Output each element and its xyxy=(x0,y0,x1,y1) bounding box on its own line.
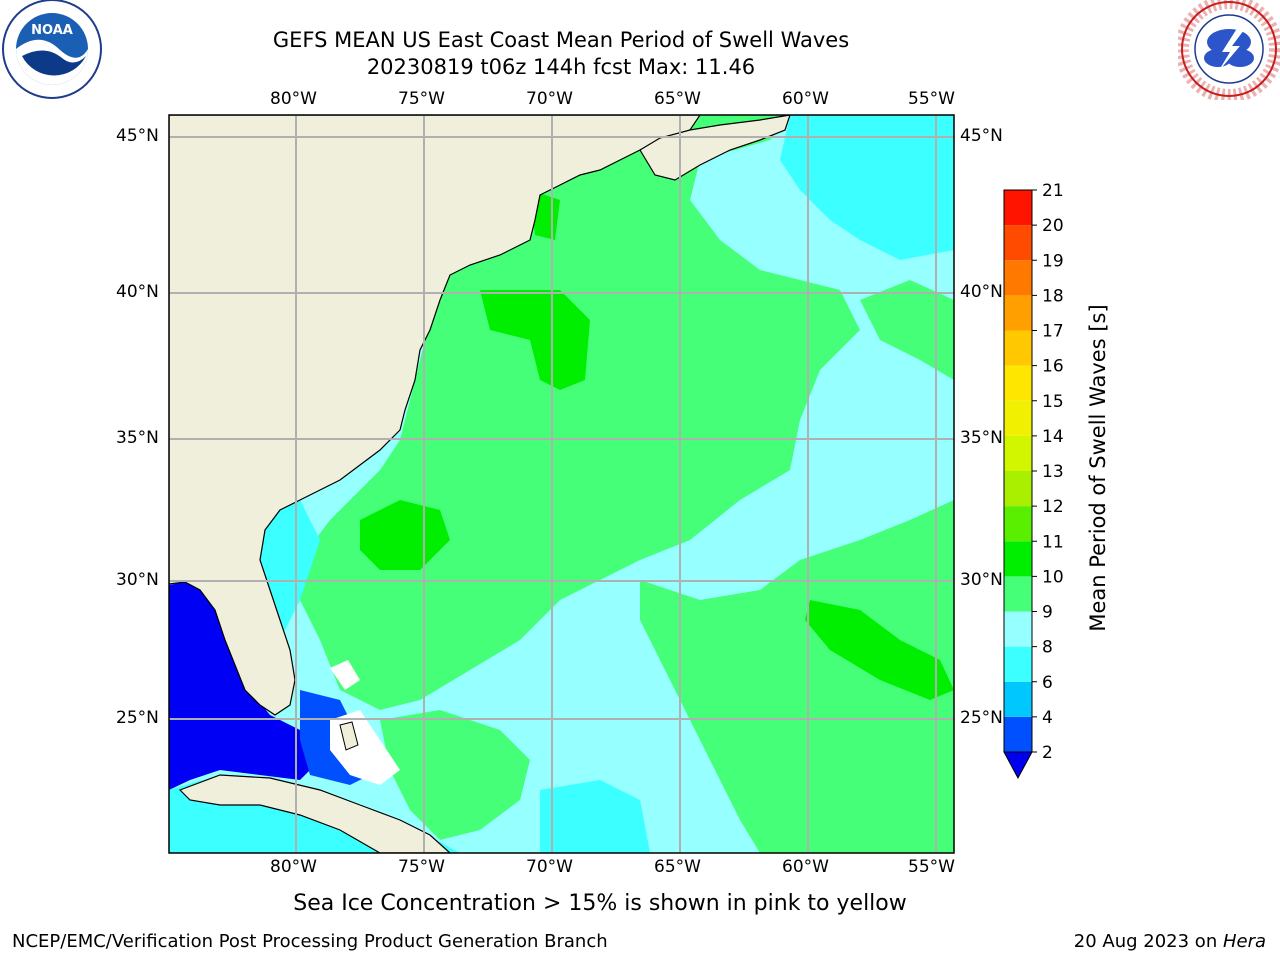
map-gridlines xyxy=(169,115,954,853)
map-frame xyxy=(168,114,955,854)
swell-zone-10-11-b xyxy=(360,500,450,570)
swell-zone-9-10-south xyxy=(640,500,954,853)
colorbar-tick-label: 17 xyxy=(1042,322,1064,342)
lon-label-bottom-65w: 65°W xyxy=(654,857,701,877)
colorbar-extend-arrow xyxy=(1003,751,1033,780)
land-andros xyxy=(339,721,359,751)
colorbar-segment xyxy=(1004,225,1032,261)
lat-label-right-25n: 25°N xyxy=(960,708,1003,728)
colorbar-tick-label: 21 xyxy=(1042,181,1064,201)
swell-zone-9-10-east xyxy=(860,280,954,380)
lon-label-bottom-75w: 75°W xyxy=(398,857,445,877)
colorbar-tick-label: 6 xyxy=(1042,673,1053,693)
lon-label-top-60w: 60°W xyxy=(782,89,829,109)
colorbar-segment xyxy=(1004,506,1032,542)
lon-label-bottom-80w: 80°W xyxy=(270,857,317,877)
noaa-logo-text: NOAA xyxy=(31,23,73,38)
colorbar: 2 4 6 8 9 10 11 12 13 14 15 16 17 18 19 20 21 xyxy=(1003,181,1064,780)
colorbar-tick-label: 12 xyxy=(1042,497,1064,517)
colorbar-segment xyxy=(1004,471,1032,507)
lat-label-left-35n: 35°N xyxy=(116,428,159,448)
land-north-america xyxy=(169,115,701,716)
colorbar-segment xyxy=(1004,400,1032,436)
land-cuba xyxy=(178,774,451,853)
colorbar-segment xyxy=(1004,295,1032,331)
noaa-logo: NOAA xyxy=(2,0,102,99)
lon-label-bottom-70w: 70°W xyxy=(526,857,573,877)
colorbar-segment xyxy=(1004,190,1032,226)
colorbar-tick-label: 16 xyxy=(1042,357,1064,377)
land-nova-scotia xyxy=(639,115,791,181)
lon-label-top-55w: 55°W xyxy=(908,89,955,109)
lon-label-top-80w: 80°W xyxy=(270,89,317,109)
swell-zone-10-11-a xyxy=(480,290,590,390)
colorbar-tick-label: 9 xyxy=(1042,603,1053,623)
colorbar-tick-label: 8 xyxy=(1042,638,1053,658)
no-data-bahamas-north xyxy=(330,660,360,690)
lon-label-top-75w: 75°W xyxy=(398,89,445,109)
footer-credit: NCEP/EMC/Verification Post Processing Pr… xyxy=(12,931,608,952)
map-plot-area xyxy=(169,115,954,853)
colorbar-segment xyxy=(1004,365,1032,401)
colorbar-segment xyxy=(1004,681,1032,717)
lat-label-left-25n: 25°N xyxy=(116,708,159,728)
chart-title-line2: 20230819 t06z 144h fcst Max: 11.46 xyxy=(366,55,756,79)
nws-logo xyxy=(1178,0,1280,100)
swell-zone-8-9-south xyxy=(540,780,650,853)
lat-label-right-40n: 40°N xyxy=(960,282,1003,302)
colorbar-segments xyxy=(1003,189,1033,780)
colorbar-tick-label: 10 xyxy=(1042,567,1064,587)
colorbar-segment xyxy=(1004,716,1032,752)
colorbar-segment xyxy=(1004,435,1032,471)
footer-host: Hera xyxy=(1222,931,1266,952)
colorbar-segment xyxy=(1004,330,1032,366)
colorbar-label: Mean Period of Swell Waves [s] xyxy=(1086,304,1110,632)
lon-label-top-65w: 65°W xyxy=(654,89,701,109)
lat-label-left-40n: 40°N xyxy=(116,282,159,302)
lat-label-right-35n: 35°N xyxy=(960,428,1003,448)
colorbar-tick-label: 20 xyxy=(1042,216,1064,236)
lon-label-bottom-60w: 60°W xyxy=(782,857,829,877)
lat-label-left-30n: 30°N xyxy=(116,570,159,590)
swell-zone-8-9-ne xyxy=(780,115,954,260)
colorbar-tick-label: 2 xyxy=(1042,743,1053,763)
colorbar-segment xyxy=(1004,611,1032,647)
colorbar-tick-label: 18 xyxy=(1042,286,1064,306)
colorbar-tick-label: 4 xyxy=(1042,708,1053,728)
colorbar-tick-label: 11 xyxy=(1042,532,1064,552)
lon-label-top-70w: 70°W xyxy=(526,89,573,109)
colorbar-ticks: 2 4 6 8 9 10 11 12 13 14 15 16 17 18 19 20 21 xyxy=(1032,181,1064,763)
swell-zone-9-10-bahamas xyxy=(380,710,530,840)
lat-label-left-45n: 45°N xyxy=(116,126,159,146)
colorbar-tick-label: 15 xyxy=(1042,392,1064,412)
colorbar-tick-label: 14 xyxy=(1042,427,1064,447)
colorbar-segment xyxy=(1004,646,1032,682)
footer-date: 20 Aug 2023 on Hera xyxy=(1074,931,1266,952)
colorbar-segment xyxy=(1004,576,1032,612)
chart-title-line1: GEFS MEAN US East Coast Mean Period of S… xyxy=(272,28,850,52)
lat-label-right-45n: 45°N xyxy=(960,126,1003,146)
sea-ice-note: Sea Ice Concentration > 15% is shown in … xyxy=(293,891,907,916)
swell-zone-10-11-c xyxy=(805,600,954,700)
colorbar-tick-label: 19 xyxy=(1042,251,1064,271)
colorbar-tick-label: 13 xyxy=(1042,462,1064,482)
footer-date-text: 20 Aug 2023 on xyxy=(1073,931,1223,952)
colorbar-segment xyxy=(1004,541,1032,577)
colorbar-segment xyxy=(1004,260,1032,296)
lon-label-bottom-55w: 55°W xyxy=(908,857,955,877)
lat-label-right-30n: 30°N xyxy=(960,570,1003,590)
